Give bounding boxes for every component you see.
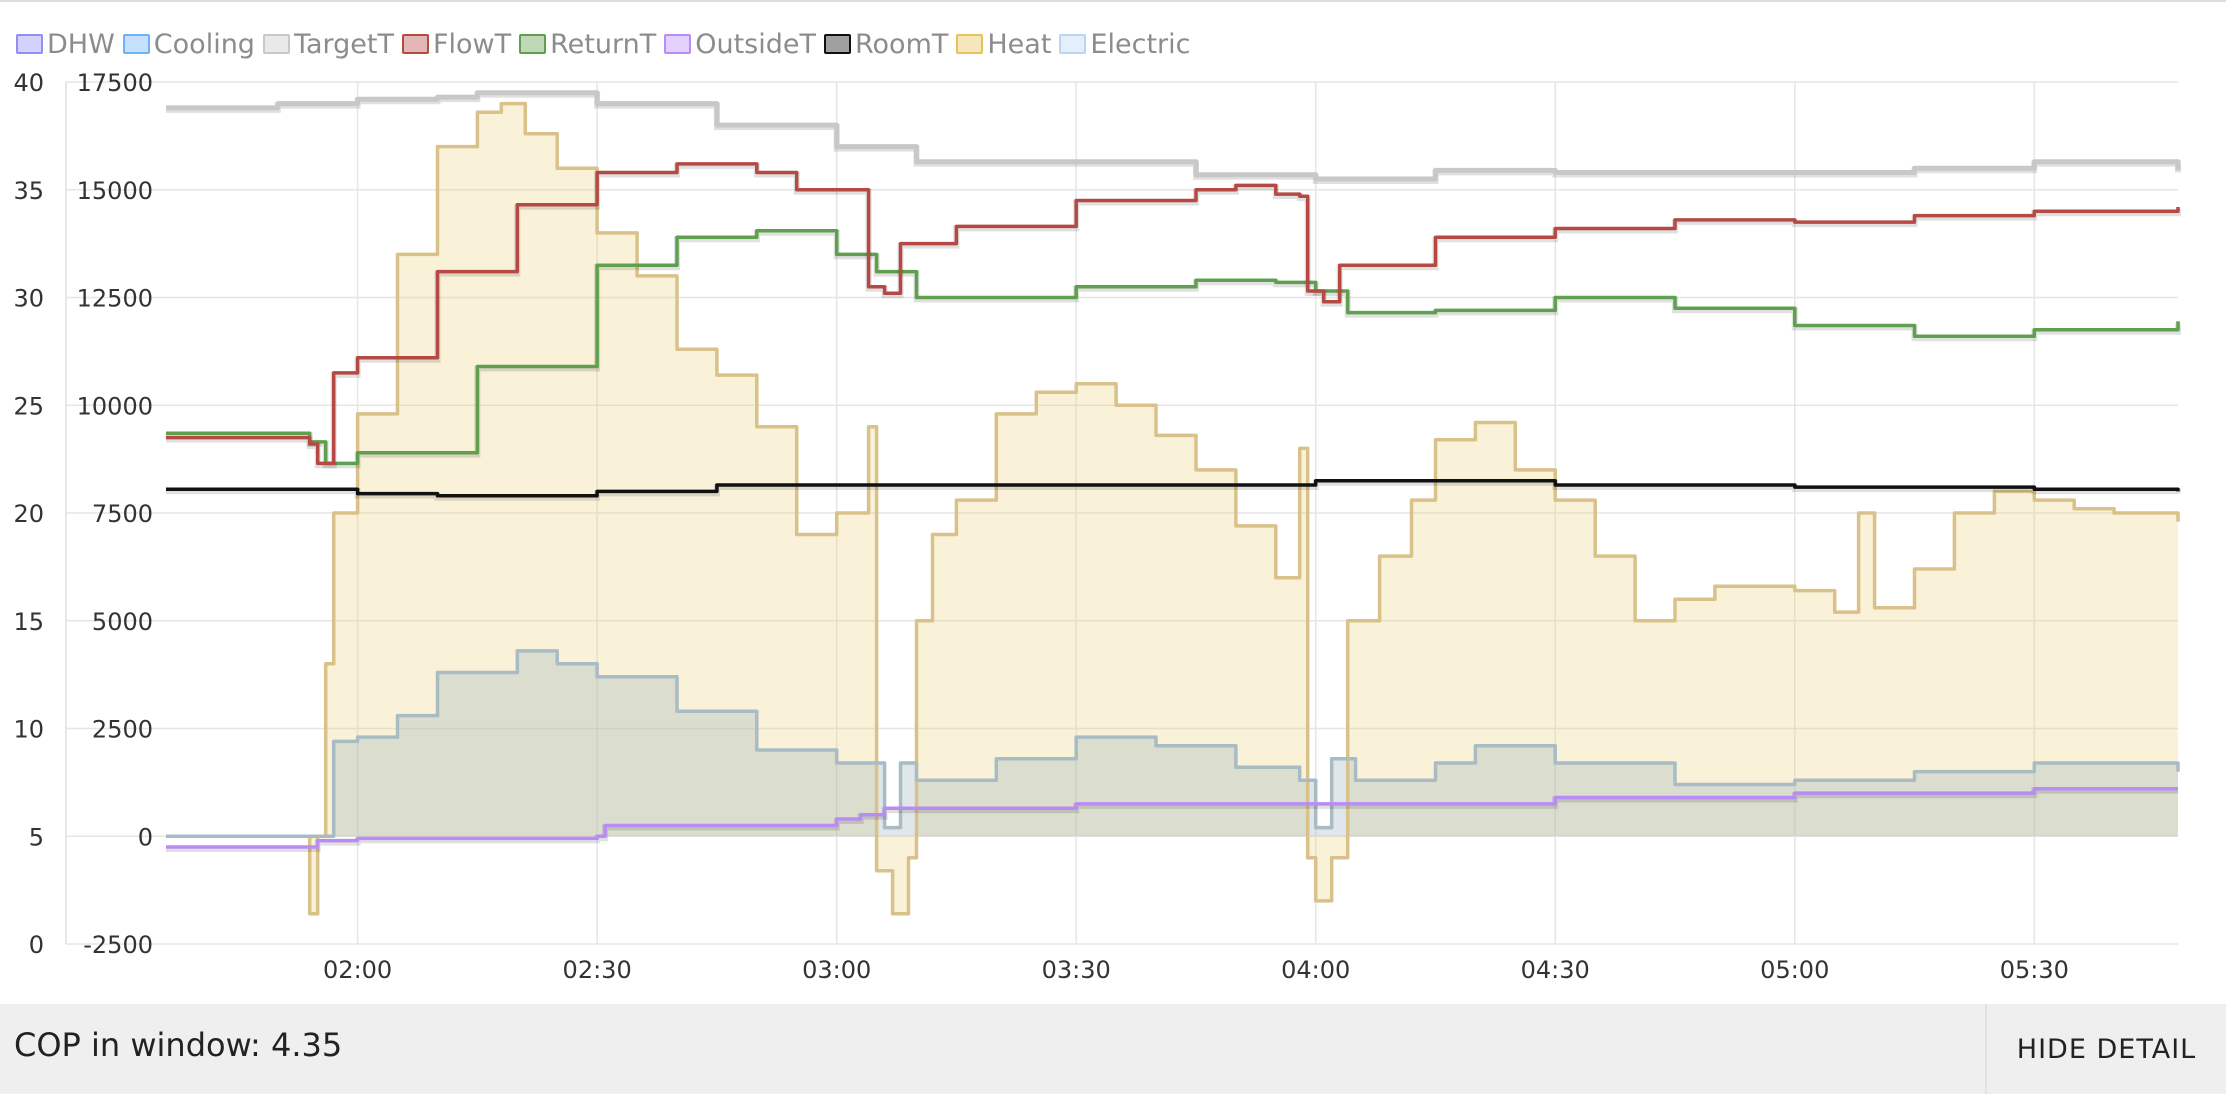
line-roomt (166, 478, 2180, 498)
legend-item-outsidet[interactable]: OutsideT (664, 29, 816, 60)
chart-legend: DHW Cooling TargetT FlowT ReturnT OutsideT Roo… (16, 26, 1198, 62)
y-left-tick-label: 35 (13, 177, 44, 205)
line-flowt (166, 162, 2180, 466)
y-left-tick-label: 20 (13, 500, 44, 528)
x-tick-label: 05:00 (1760, 956, 1829, 984)
legend-item-flowt[interactable]: FlowT (401, 28, 512, 60)
legend-label: ReturnT (550, 28, 657, 60)
x-tick-label: 04:30 (1521, 956, 1590, 984)
legend-swatch (16, 34, 43, 54)
chart: 0 -2500 5 0 10 2500 15 5000 20 7500 25 10000 30 12500… (13, 69, 2181, 984)
y-right-tick-label: 12500 (77, 285, 153, 313)
y-right-tick-label: 5000 (92, 608, 153, 636)
x-tick-label: 03:00 (802, 956, 871, 984)
series-lines (166, 90, 2181, 916)
legend-swatch (664, 34, 692, 54)
x-tick-label: 04:00 (1281, 956, 1350, 984)
line-heat (166, 101, 2180, 916)
y-left-tick-label: 0 (29, 931, 44, 959)
y-right-tick-label: 15000 (77, 177, 153, 205)
legend-label: DHW (47, 28, 115, 60)
footer-bar: COP in window: 4.35 HIDE DETAIL (0, 1004, 2226, 1094)
y-left-tick-label: 40 (13, 69, 44, 97)
line-returnt (166, 228, 2180, 466)
legend-item-roomt[interactable]: RoomT (823, 28, 949, 60)
legend-label: Cooling (153, 28, 255, 60)
y-right-tick-label: 0 (138, 823, 153, 851)
legend-item-dhw[interactable]: DHW (16, 29, 115, 60)
x-tick-label: 05:30 (2000, 956, 2069, 984)
legend-item-heat[interactable]: Heat (956, 29, 1051, 60)
legend-label: FlowT (432, 28, 512, 60)
legend-label: Electric (1090, 28, 1191, 60)
legend-swatch (956, 34, 984, 54)
x-tick-label: 02:00 (323, 956, 392, 984)
area-fills (166, 103, 2178, 914)
cop-readout: COP in window: 4.35 (14, 1026, 343, 1064)
y-left-tick-label: 15 (13, 608, 44, 636)
legend-swatch (519, 34, 547, 54)
legend-label: RoomT (854, 28, 949, 60)
legend-label: Heat (987, 28, 1052, 60)
y-right-tick-label: 17500 (77, 69, 153, 97)
x-tick-label: 03:30 (1042, 956, 1111, 984)
y-right-tick-label: 2500 (92, 716, 153, 744)
x-tick-label: 02:30 (563, 956, 632, 984)
y-right-tick-label: 10000 (77, 392, 153, 420)
legend-swatch (1059, 34, 1087, 54)
axes: 0 -2500 5 0 10 2500 15 5000 20 7500 25 10000 30 12500… (13, 69, 2068, 984)
y-left-tick-label: 25 (13, 392, 44, 420)
line-targett (166, 90, 2181, 182)
legend-item-cooling[interactable]: Cooling (122, 28, 255, 60)
y-left-tick-label: 30 (13, 285, 44, 313)
legend-item-targett[interactable]: TargetT (262, 28, 394, 60)
legend-swatch (262, 34, 290, 54)
legend-swatch (823, 34, 851, 54)
legend-label: OutsideT (695, 28, 816, 60)
y-right-tick-label: 7500 (92, 500, 153, 528)
line-outsidet (166, 787, 2178, 849)
area-electric (166, 650, 2178, 837)
legend-item-electric[interactable]: Electric (1059, 29, 1190, 60)
top-divider (0, 0, 2226, 2)
line-electric (166, 649, 2180, 839)
area-heat (166, 103, 2178, 914)
hide-detail-button[interactable]: HIDE DETAIL (1985, 1004, 2226, 1094)
legend-item-returnt[interactable]: ReturnT (519, 29, 656, 60)
y-left-tick-label: 10 (13, 716, 44, 744)
y-right-tick-label: -2500 (83, 931, 153, 959)
y-left-tick-label: 5 (29, 823, 44, 851)
legend-swatch (401, 34, 429, 54)
legend-label: TargetT (293, 28, 394, 60)
legend-swatch (122, 34, 150, 54)
